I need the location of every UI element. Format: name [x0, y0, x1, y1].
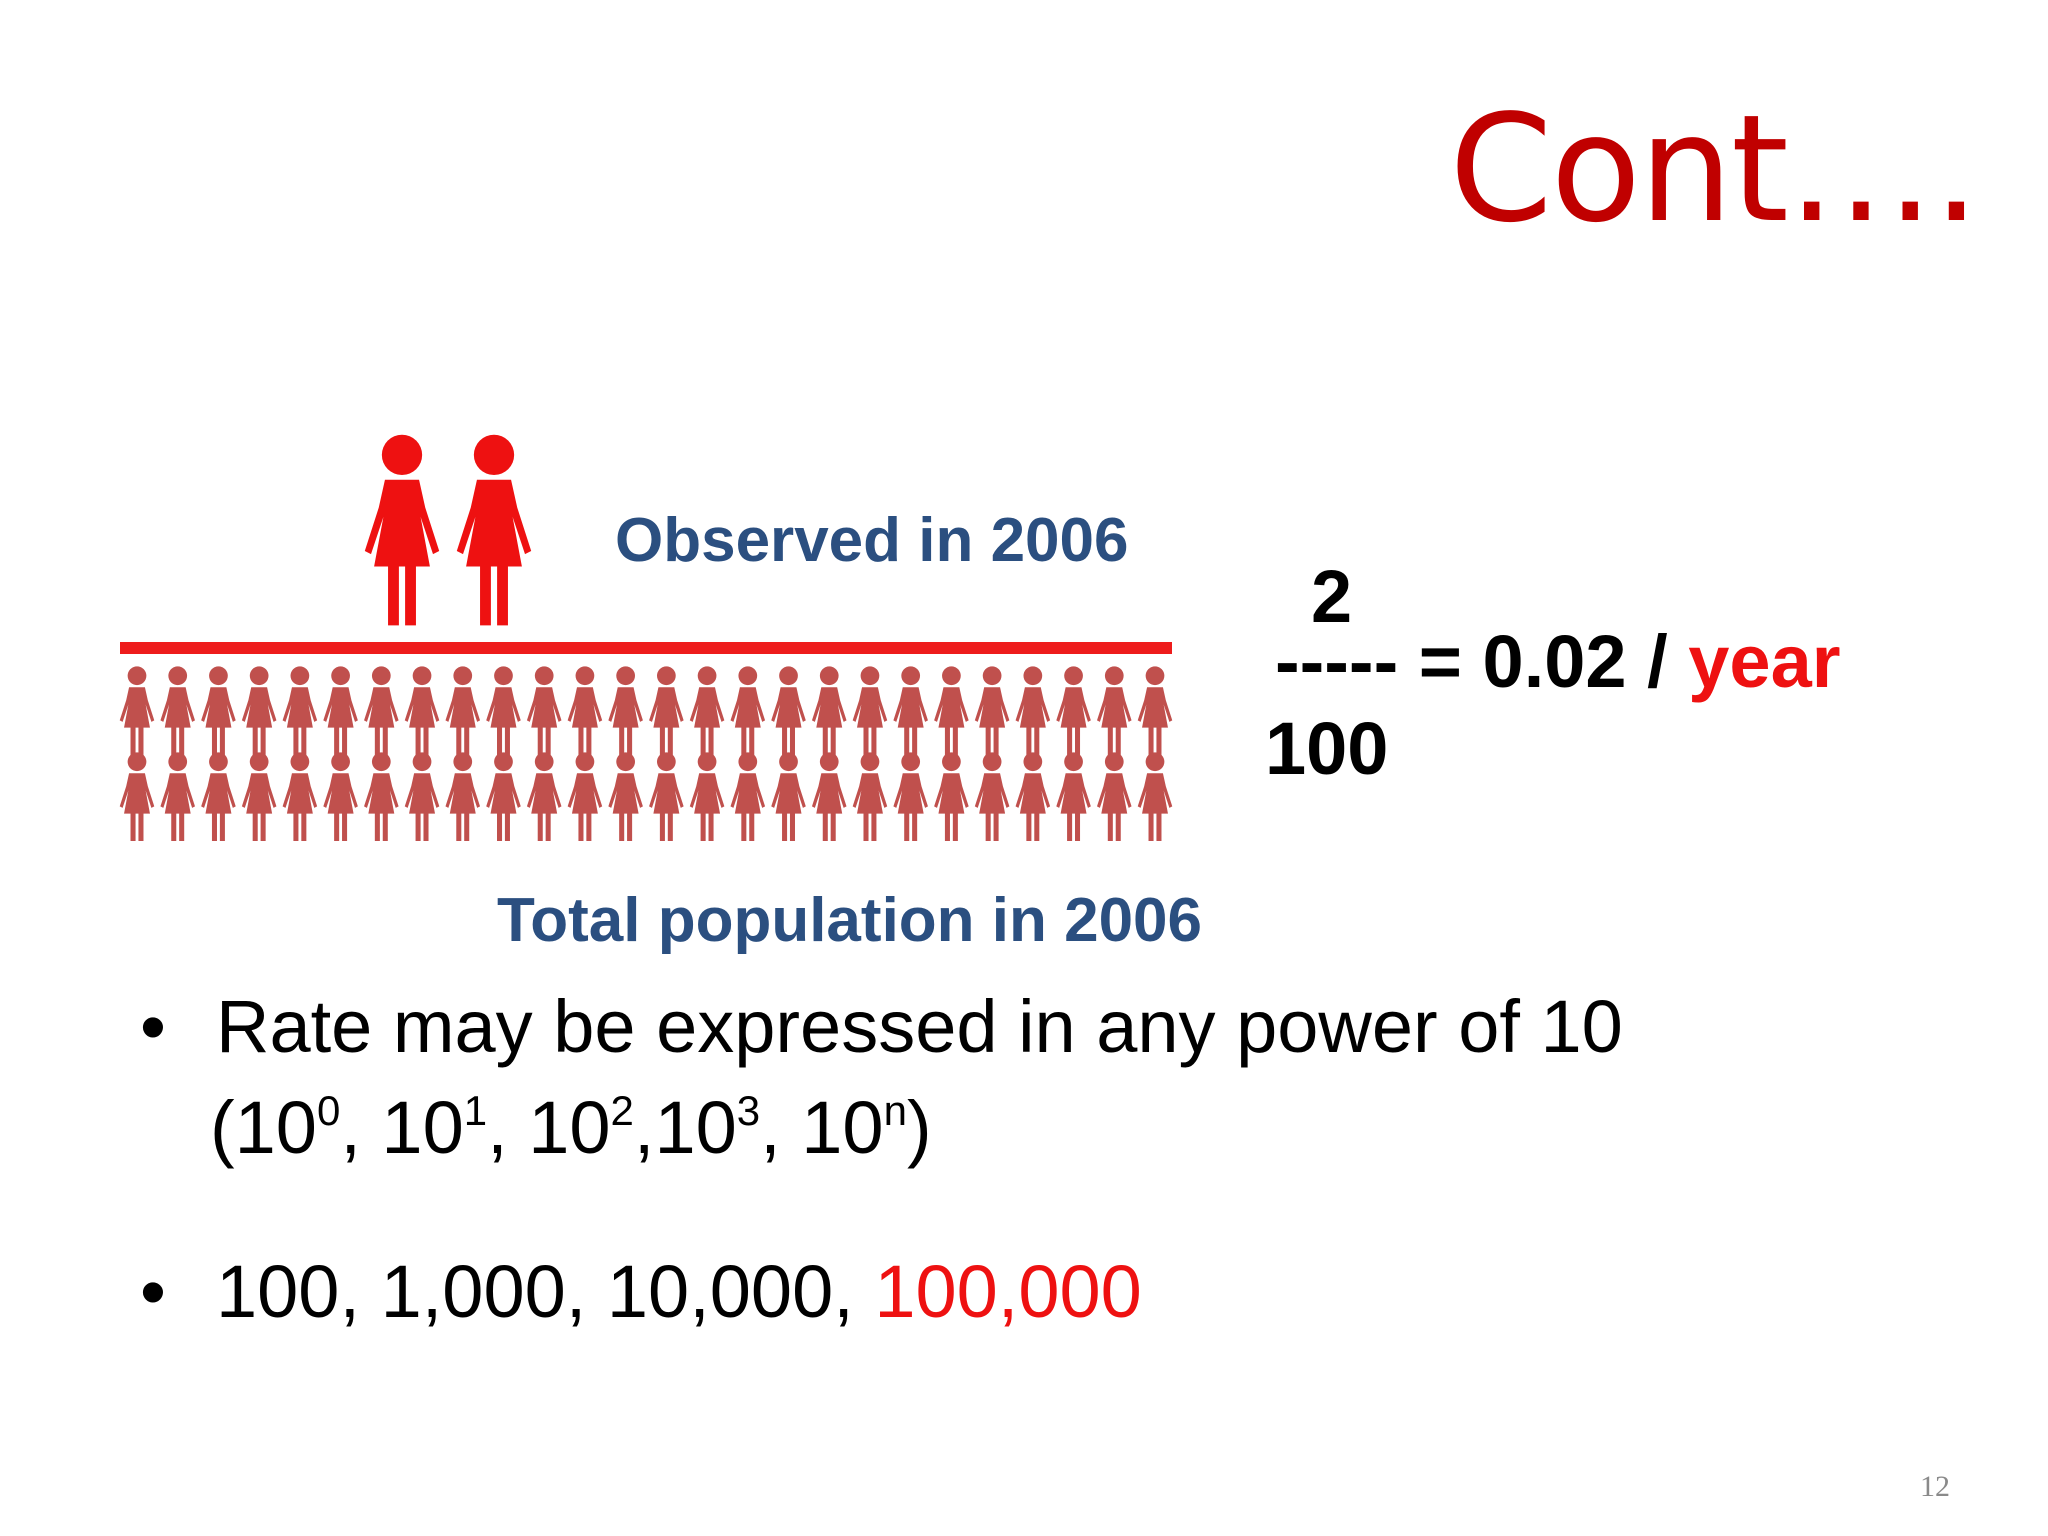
bullet-text-plain: 100, 1,000, 10,000,	[216, 1250, 875, 1333]
population-person-icon	[119, 752, 155, 841]
population-person-icon	[445, 666, 481, 755]
population-person-icon	[160, 752, 195, 841]
slide-title: Cont….	[1449, 83, 1980, 255]
population-person-icon	[934, 752, 969, 841]
formula-denominator: 100	[1265, 707, 1389, 790]
bullet-marker: •	[140, 985, 166, 1068]
population-person-icon	[608, 666, 643, 755]
population-person-icon	[852, 666, 888, 755]
population-people	[119, 666, 1173, 841]
population-person-icon	[689, 666, 725, 755]
formula-numerator: 2	[1311, 555, 1353, 638]
population-person-icon	[730, 752, 766, 841]
population-person-icon	[649, 752, 684, 841]
population-person-icon	[241, 666, 277, 755]
population-person-icon	[689, 752, 725, 841]
population-person-icon	[893, 752, 928, 841]
powers-text: , 10	[487, 1086, 611, 1169]
population-person-icon	[1015, 666, 1051, 755]
exponent: 1	[463, 1087, 488, 1134]
population-person-icon	[119, 666, 155, 755]
population-person-icon	[811, 666, 847, 755]
powers-text: ,10	[633, 1086, 737, 1169]
page-number: 12	[1920, 1470, 1950, 1503]
population-person-icon	[811, 752, 847, 841]
powers-text: , 10	[340, 1086, 464, 1169]
population-person-icon	[1097, 666, 1132, 755]
formula-equation: ----- = 0.02 /	[1275, 620, 1668, 703]
population-person-icon	[852, 752, 888, 841]
population-person-icon	[649, 666, 684, 755]
population-person-icon	[567, 752, 603, 841]
population-person-icon	[730, 666, 766, 755]
bullet-text: 100, 1,000, 10,000, 100,000	[216, 1255, 1142, 1329]
population-person-icon	[1056, 666, 1091, 755]
exponent: n	[883, 1087, 907, 1134]
formula-line: ----- = 0.02 / year	[1275, 625, 1841, 699]
population-person-icon	[771, 666, 806, 755]
bullet-marker: •	[140, 1250, 166, 1333]
population-person-icon	[201, 666, 236, 755]
population-person-icon	[1137, 666, 1173, 755]
powers-text: )	[906, 1086, 932, 1169]
powers-text: , 10	[760, 1086, 884, 1169]
population-person-icon	[323, 666, 358, 755]
population-person-icon	[893, 666, 928, 755]
population-person-icon	[974, 752, 1010, 841]
population-person-icon	[323, 752, 358, 841]
bullet-text: Rate may be expressed in any power of 10	[216, 985, 1623, 1068]
formula-unit: year	[1688, 620, 1841, 703]
observed-person-icon	[364, 434, 440, 626]
powers-text: (10	[210, 1086, 317, 1169]
population-person-icon	[1097, 752, 1132, 841]
observed-person-icon	[456, 434, 532, 626]
population-person-icon	[608, 752, 643, 841]
exponent: 2	[610, 1087, 634, 1134]
population-person-icon	[445, 752, 481, 841]
population-person-icon	[934, 666, 969, 755]
observed-label: Observed in 2006	[615, 506, 1129, 575]
population-person-icon	[1015, 752, 1051, 841]
population-person-icon	[526, 666, 562, 755]
population-person-icon	[404, 666, 440, 755]
population-person-icon	[404, 752, 440, 841]
population-person-icon	[567, 666, 603, 755]
population-person-icon	[364, 666, 399, 755]
total-label: Total population in 2006	[497, 886, 1203, 955]
population-person-icon	[364, 752, 399, 841]
population-person-icon	[1137, 752, 1173, 841]
population-person-icon	[160, 666, 195, 755]
population-person-icon	[974, 666, 1010, 755]
population-person-icon	[486, 666, 521, 755]
population-person-icon	[526, 752, 562, 841]
population-person-icon	[201, 752, 236, 841]
population-person-icon	[1056, 752, 1091, 841]
population-person-icon	[282, 752, 318, 841]
bullet-text-highlight: 100,000	[874, 1250, 1142, 1333]
exponent: 0	[316, 1087, 341, 1134]
exponent: 3	[736, 1087, 761, 1134]
population-person-icon	[771, 752, 806, 841]
population-person-icon	[282, 666, 318, 755]
divider-line	[120, 642, 1172, 654]
population-person-icon	[486, 752, 521, 841]
bullet-continuation: (100, 101, 102,103, 10n)	[210, 1090, 932, 1165]
population-person-icon	[241, 752, 277, 841]
observed-people	[364, 434, 532, 626]
